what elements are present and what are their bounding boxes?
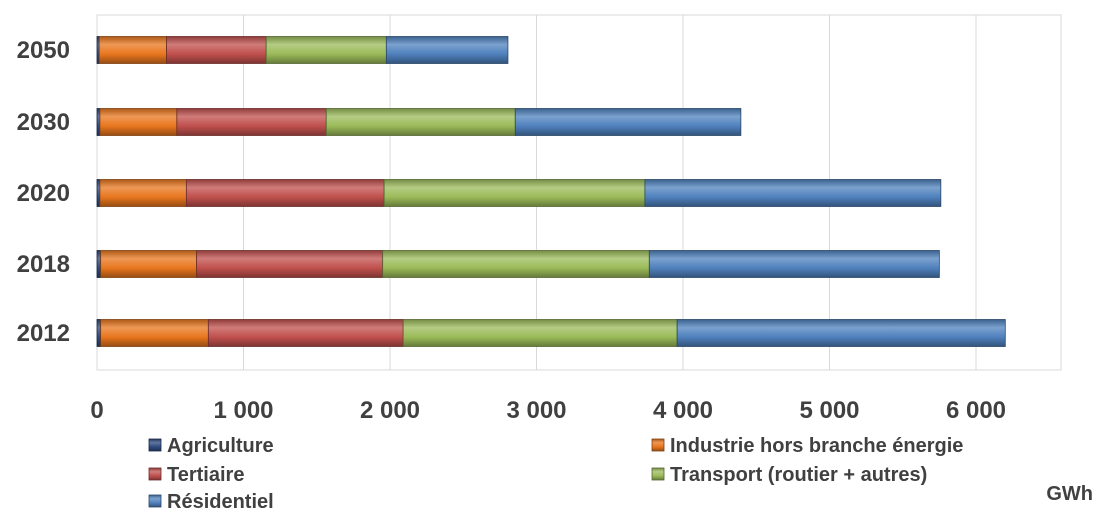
bar-2030-segment: [99, 108, 178, 136]
bar-2050-segment: [265, 36, 387, 64]
x-tick-label: 2 000: [360, 397, 420, 424]
y-tick-label: 2030: [17, 109, 70, 136]
bar-2030-segment: [514, 108, 742, 136]
bar-2020-segment: [96, 179, 101, 207]
bar-2020-segment: [99, 179, 187, 207]
x-tick-label: 5 000: [799, 397, 859, 424]
bar-2012-segment: [96, 319, 102, 347]
bar-2020-segment: [185, 179, 385, 207]
y-tick-label: 2012: [17, 320, 70, 347]
gridlines: [243, 15, 977, 370]
bar-2018-segment: [648, 250, 940, 278]
x-tick-label: 0: [90, 397, 103, 424]
bar-2030-segment: [96, 108, 101, 136]
bar-2012-segment: [676, 319, 1006, 347]
bar-2020-segment: [644, 179, 942, 207]
bar-2050-segment: [98, 36, 167, 64]
legend-label: Industrie hors branche énergie: [670, 435, 963, 457]
legend: Agriculture Industrie hors branche énergi…: [148, 435, 963, 513]
legend-swatch: [148, 494, 162, 508]
bars: [96, 36, 1006, 347]
bar-2020-segment: [383, 179, 646, 207]
bar-2030-segment: [325, 108, 516, 136]
bar-2030-segment: [176, 108, 327, 136]
bar-2018-segment: [196, 250, 384, 278]
legend-swatch: [651, 438, 665, 452]
unit-label: GWh: [1046, 483, 1093, 505]
bar-2012-segment: [402, 319, 678, 347]
y-tick-label: 2020: [17, 180, 70, 207]
legend-swatch: [148, 467, 162, 481]
bar-2050-segment: [385, 36, 509, 64]
y-tick-label: 2050: [17, 37, 70, 64]
y-axis-ticks: 2012 2018 2020 2030 2050: [17, 37, 70, 347]
bar-2018-segment: [382, 250, 650, 278]
x-tick-label: 6 000: [946, 397, 1006, 424]
legend-label: Résidentiel: [167, 491, 274, 513]
legend-label: Agriculture: [167, 435, 274, 457]
x-axis-ticks: 0 1 000 2 000 3 000 4 000 5 000 6 000: [90, 397, 1006, 424]
legend-swatch: [651, 467, 665, 481]
x-tick-label: 4 000: [653, 397, 713, 424]
bar-2012-segment: [100, 319, 209, 347]
x-tick-label: 1 000: [213, 397, 273, 424]
bar-2018-segment: [100, 250, 198, 278]
bar-2012-segment: [207, 319, 404, 347]
y-tick-label: 2018: [17, 251, 70, 278]
bar-2018-segment: [96, 250, 102, 278]
bar-2050-segment: [166, 36, 267, 64]
legend-label: Tertiaire: [167, 464, 244, 486]
legend-label: Transport (routier + autres): [670, 464, 927, 486]
legend-swatch: [148, 438, 162, 452]
x-tick-label: 3 000: [506, 397, 566, 424]
